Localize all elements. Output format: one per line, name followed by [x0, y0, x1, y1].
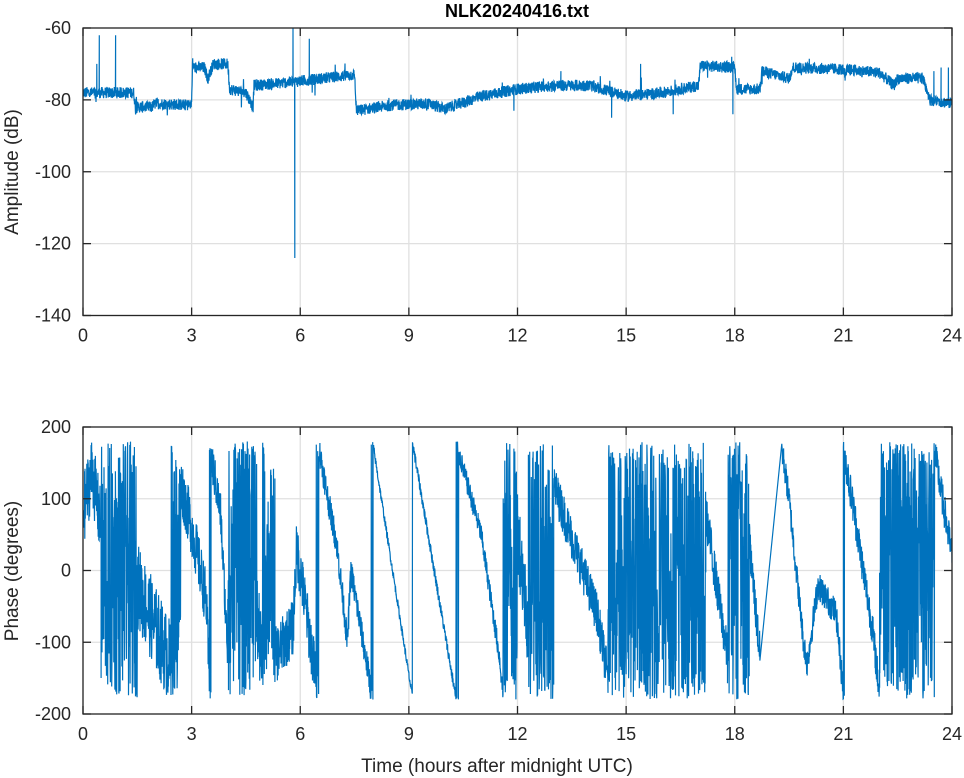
figure-title: NLK20240416.txt [445, 1, 589, 21]
x-tick-label: 18 [725, 326, 745, 346]
y-tick-label: -80 [45, 90, 71, 110]
y-tick-label: -100 [35, 632, 71, 652]
x-tick-label: 6 [295, 724, 305, 744]
x-tick-label: 24 [942, 724, 962, 744]
x-tick-label: 12 [507, 326, 527, 346]
x-tick-label: 3 [187, 326, 197, 346]
x-tick-label: 0 [78, 724, 88, 744]
y-tick-label: -100 [35, 162, 71, 182]
y-tick-label: -200 [35, 704, 71, 724]
phase-series-line [83, 441, 952, 701]
x-tick-label: 21 [833, 326, 853, 346]
x-tick-label: 15 [616, 326, 636, 346]
y-tick-label: -120 [35, 234, 71, 254]
y-tick-label: -60 [45, 18, 71, 38]
phase-axes: 0 3 6 9 12 15 18 21 24 -200 -100 0 100 200 [35, 417, 962, 744]
x-tick-label: 6 [295, 326, 305, 346]
x-tick-label: 21 [833, 724, 853, 744]
x-tick-label: 9 [404, 724, 414, 744]
amplitude-ylabel: Amplitude (dB) [2, 109, 23, 235]
x-tick-label: 0 [78, 326, 88, 346]
x-tick-label: 15 [616, 724, 636, 744]
y-tick-label: 100 [41, 489, 71, 509]
x-tick-label: 12 [507, 724, 527, 744]
phase-ylabel: Phase (degrees) [2, 501, 23, 641]
amplitude-axes: 0 3 6 9 12 15 18 21 24 -140 -120 -100 -80 -60 [35, 18, 962, 346]
y-tick-label: 0 [61, 561, 71, 581]
amplitude-series-line [83, 27, 952, 259]
x-tick-label: 24 [942, 326, 962, 346]
phase-xlabel: Time (hours after midnight UTC) [361, 756, 633, 777]
y-tick-label: 200 [41, 417, 71, 437]
x-tick-label: 9 [404, 326, 414, 346]
y-tick-label: -140 [35, 306, 71, 326]
x-tick-label: 3 [187, 724, 197, 744]
x-tick-label: 18 [725, 724, 745, 744]
